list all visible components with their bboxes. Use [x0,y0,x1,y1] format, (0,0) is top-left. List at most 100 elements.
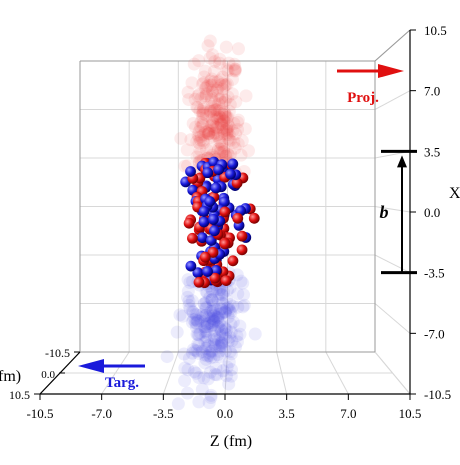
spectator-targ-213 [198,348,212,362]
spectator-targ-30 [218,305,232,319]
spectator-targ-1 [236,276,250,290]
participant-nucleon-131 [207,247,219,258]
spectator-proj-241 [197,76,211,90]
spectator-targ-9 [199,301,213,315]
participant-nucleon-63 [192,267,204,279]
spectator-targ-2 [160,350,174,364]
spectator-targ-25 [170,325,184,339]
spectator-proj-59 [189,120,203,134]
spectator-proj-121 [211,81,225,95]
spectator-proj-4 [212,104,226,118]
spectator-targ-234 [207,337,221,351]
spectator-targ-8 [204,350,218,364]
spectator-targ-186 [208,323,222,337]
spectator-targ-195 [192,371,206,385]
spectator-targ-80 [205,293,219,307]
spectator-proj-21 [184,133,198,147]
participant-nucleon-62 [236,230,248,242]
spectator-proj-10 [206,85,220,99]
spectator-targ-20 [216,297,230,311]
spectator-proj-222 [222,56,236,70]
spectator-proj-78 [228,141,242,155]
spectator-targ-67 [205,311,219,325]
spectator-targ-98 [206,298,220,312]
spectator-proj-178 [204,93,218,107]
spectator-proj-161 [191,101,205,115]
spectator-targ-51 [206,305,220,319]
z-axis-title: Z (fm) [210,433,252,450]
spectator-targ-197 [196,310,210,324]
spectator-proj-217 [198,89,212,103]
spectator-proj-112 [221,64,235,78]
spectator-targ-85 [205,293,219,307]
spectator-proj-236 [192,147,206,161]
spectator-proj-118 [208,96,222,110]
spectator-targ-35 [181,284,195,298]
spectator-targ-170 [215,339,229,353]
spectator-targ-175 [192,338,206,352]
spectator-proj-209 [203,51,217,65]
spectator-targ-107 [248,327,262,341]
participant-nucleon-64 [187,232,198,244]
spectator-targ-122 [203,290,217,304]
spectator-targ-259 [220,360,234,374]
spectator-targ-162 [207,314,221,328]
spectator-targ-71 [193,326,207,340]
spectator-targ-24 [199,341,213,355]
spectator-targ-34 [190,316,204,330]
impact-parameter-label: b [380,202,389,222]
spectator-proj-187 [211,88,225,102]
spectator-proj-210 [206,116,220,130]
spectator-targ-174 [219,323,233,337]
spectator-proj-124 [216,77,230,91]
spectator-targ-27 [234,274,248,288]
participant-nucleon-122 [210,182,222,194]
z-tick-label-6: 10.5 [399,406,422,421]
spectator-proj-141 [194,115,208,129]
spectator-proj-185 [203,34,217,48]
spectator-proj-127 [221,90,235,104]
participant-nucleon-144 [219,206,231,218]
spectator-targ-157 [229,340,243,354]
participant-nucleon-139 [204,196,216,207]
spectator-targ-251 [199,300,213,314]
spectator-targ-248 [214,339,228,353]
spectator-proj-33 [212,97,226,111]
spectator-targ-181 [197,320,211,334]
spectator-targ-48 [236,300,250,314]
spectator-proj-132 [186,116,200,130]
spectator-targ-237 [178,374,192,388]
spectator-proj-61 [225,87,239,101]
spectator-proj-243 [180,143,194,157]
target-label: Targ. [105,375,139,391]
spectator-targ-161 [200,339,214,353]
spectator-proj-148 [214,114,228,128]
spectator-proj-200 [238,122,252,136]
spectator-targ-149 [211,293,225,307]
spectator-proj-206 [208,126,222,140]
spectator-targ-59 [181,363,195,377]
x-tick-label-6: 10.5 [424,23,447,38]
spectator-targ-155 [233,327,247,341]
participant-nucleon-83 [183,217,195,229]
spectator-targ-146 [208,367,222,381]
spectator-targ-43 [205,304,219,318]
spectator-proj-81 [216,124,230,138]
spectator-proj-125 [199,82,213,96]
spectator-targ-36 [230,335,244,349]
spectator-proj-233 [231,113,245,127]
spectator-targ-96 [190,314,204,328]
participant-nucleon-138 [209,225,220,237]
spectator-proj-215 [219,123,233,137]
spectator-proj-201 [213,73,227,87]
spectator-targ-37 [218,321,232,335]
participant-nucleon-145 [198,205,210,217]
spectator-targ-72 [189,366,203,380]
spectator-proj-15 [220,77,234,91]
spectator-proj-119 [205,72,219,86]
y-tick-label-1: 0.0 [41,369,55,381]
spectator-proj-218 [219,40,233,54]
spectator-targ-3 [224,369,238,383]
x-tick-label-5: 7.0 [424,84,440,99]
spectator-proj-205 [188,92,202,106]
